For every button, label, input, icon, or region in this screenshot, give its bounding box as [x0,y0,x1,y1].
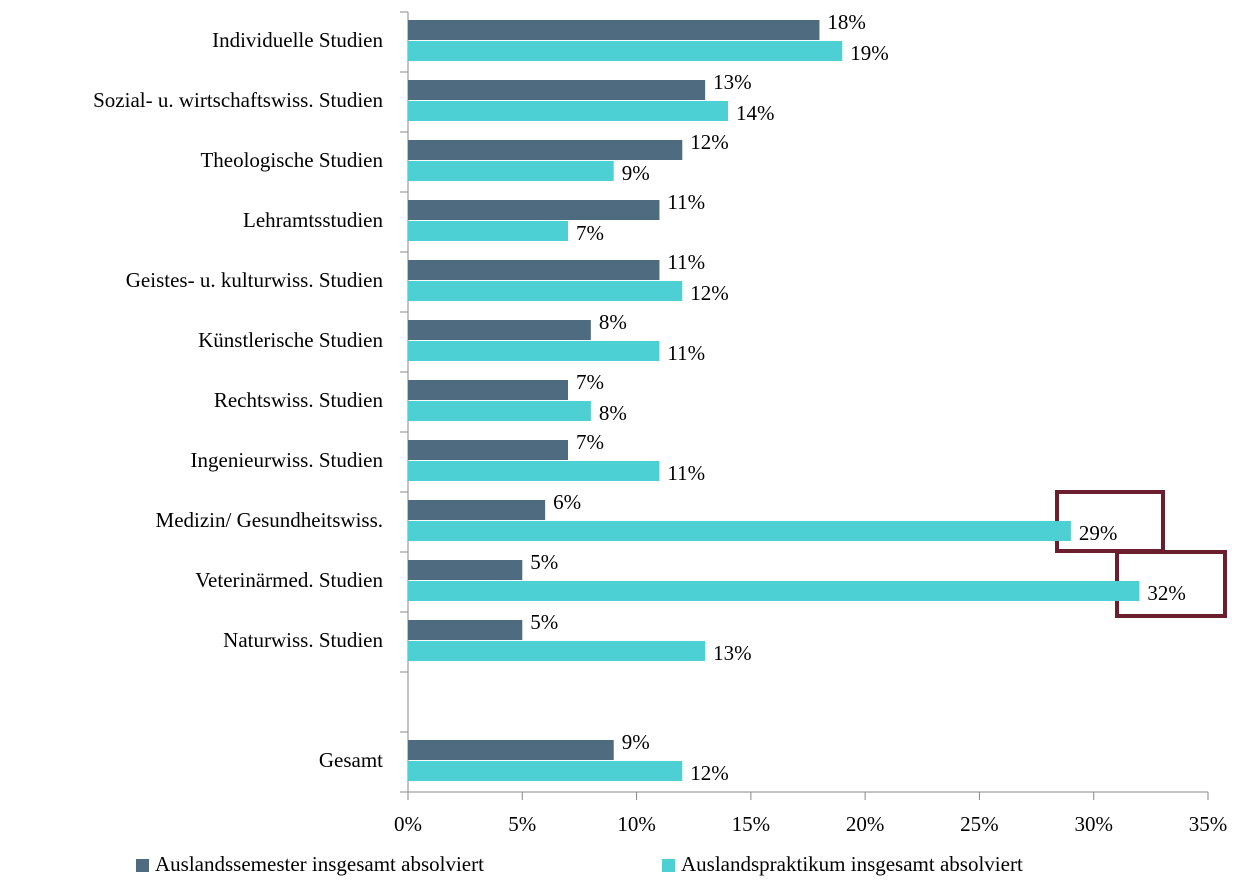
x-tick-label: 35% [1189,812,1228,836]
bar [408,581,1140,601]
data-label: 11% [667,250,705,274]
bar [408,761,683,781]
category-label: Geistes- u. kulturwiss. Studien [126,268,384,292]
bar [408,320,591,340]
bar [408,641,706,661]
bar [408,620,523,640]
category-label: Gesamt [319,748,383,772]
data-label: 11% [667,190,705,214]
category-label: Medizin/ Gesundheitswiss. [156,508,383,532]
data-label: 7% [576,370,604,394]
bar [408,20,820,40]
bar [408,260,660,280]
category-label: Ingenieurwiss. Studien [191,448,384,472]
bar [408,500,546,520]
bar [408,161,614,181]
bar [408,200,660,220]
bar [408,740,614,760]
bar [408,380,568,400]
data-label: 5% [530,550,558,574]
data-label: 29% [1079,521,1118,545]
data-label: 19% [850,41,889,65]
bar [408,461,660,481]
data-label: 12% [690,281,729,305]
data-label: 12% [690,130,729,154]
bar [408,140,683,160]
bar [408,521,1071,541]
bar [408,341,660,361]
category-label: Naturwiss. Studien [223,628,383,652]
category-label: Künstlerische Studien [198,328,383,352]
x-tick-label: 15% [732,812,771,836]
bar [408,560,523,580]
bar [408,101,728,121]
data-label: 9% [622,730,650,754]
data-label: 18% [827,10,866,34]
bar [408,440,568,460]
x-tick-label: 0% [394,812,422,836]
bar [408,281,683,301]
data-label: 13% [713,70,752,94]
data-label: 8% [599,310,627,334]
data-label: 5% [530,610,558,634]
category-label: Theologische Studien [200,148,383,172]
legend-label: Auslandssemester insgesamt absolviert [155,852,484,876]
x-tick-label: 20% [846,812,885,836]
legend-label: Auslandspraktikum insgesamt absolviert [681,852,1023,876]
data-label: 14% [736,101,775,125]
category-label: Sozial- u. wirtschaftswiss. Studien [93,88,383,112]
category-label: Lehramtsstudien [243,208,383,232]
bar [408,41,843,61]
data-label: 6% [553,490,581,514]
x-tick-label: 5% [508,812,536,836]
legend-swatch [136,859,149,872]
bar [408,80,706,100]
data-label: 7% [576,221,604,245]
category-label: Veterinärmed. Studien [195,568,383,592]
x-tick-label: 30% [1074,812,1113,836]
x-tick-label: 10% [617,812,656,836]
bar [408,221,568,241]
category-label: Individuelle Studien [212,28,383,52]
data-label: 13% [713,641,752,665]
legend-swatch [662,859,675,872]
data-label: 12% [690,761,729,785]
bar [408,401,591,421]
data-label: 8% [599,401,627,425]
data-label: 9% [622,161,650,185]
data-label: 32% [1147,581,1186,605]
category-label: Rechtswiss. Studien [214,388,384,412]
x-tick-label: 25% [960,812,999,836]
data-label: 7% [576,430,604,454]
data-label: 11% [667,341,705,365]
data-label: 11% [667,461,705,485]
